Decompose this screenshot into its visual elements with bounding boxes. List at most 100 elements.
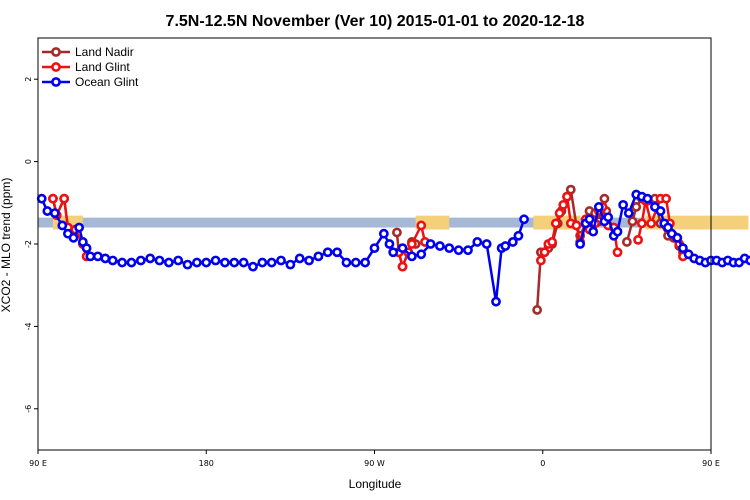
data-point-land-nadir	[392, 227, 402, 238]
series-ocean-glint	[36, 189, 750, 307]
data-point-land-glint	[539, 247, 550, 258]
data-point-ocean-glint	[588, 226, 599, 237]
data-point-ocean-glint	[507, 237, 518, 247]
data-point-ocean-glint	[107, 255, 118, 266]
data-point-ocean-glint	[575, 239, 586, 249]
data-point-land-nadir	[532, 305, 543, 315]
legend-label: Ocean Glint	[75, 75, 139, 89]
data-point-ocean-glint	[276, 255, 286, 266]
data-point-ocean-glint	[593, 202, 604, 212]
legend-label: Land Nadir	[75, 45, 134, 59]
data-point-ocean-glint	[85, 251, 96, 262]
data-point-ocean-glint	[603, 212, 614, 223]
data-point-ocean-glint	[425, 239, 436, 249]
data-point-ocean-glint	[618, 199, 629, 210]
data-point-ocean-glint	[49, 208, 60, 218]
data-point-ocean-glint	[248, 261, 258, 272]
y-tick-label: 2	[24, 77, 33, 82]
y-axis-label: XCO2 - MLO trend (ppm)	[0, 178, 13, 313]
data-point-ocean-glint	[229, 257, 240, 268]
data-point-land-glint	[547, 237, 557, 247]
data-point-ocean-glint	[74, 222, 85, 233]
data-point-ocean-glint	[397, 243, 408, 254]
data-point-land-glint	[406, 239, 417, 249]
data-point-ocean-glint	[612, 226, 623, 237]
data-point-land-nadir	[621, 237, 632, 247]
data-point-ocean-glint	[416, 249, 427, 260]
data-point-ocean-glint	[322, 247, 333, 258]
data-point-ocean-glint	[491, 296, 501, 307]
data-point-ocean-glint	[238, 257, 249, 268]
data-point-ocean-glint	[332, 247, 343, 258]
data-point-ocean-glint	[201, 257, 212, 268]
y-tick-label: -4	[24, 322, 33, 330]
data-point-land-glint	[612, 247, 623, 258]
data-point-ocean-glint	[100, 253, 111, 264]
data-point-land-nadir	[565, 184, 576, 195]
data-point-ocean-glint	[182, 259, 193, 270]
data-point-ocean-glint	[36, 193, 47, 204]
data-point-ocean-glint	[678, 243, 688, 254]
data-point-land-glint	[562, 191, 572, 202]
data-point-land-nadir	[627, 216, 638, 227]
data-point-land-glint	[571, 220, 582, 231]
data-point-ocean-glint	[126, 257, 137, 268]
data-point-ocean-glint	[584, 214, 595, 225]
legend-label: Land Glint	[75, 60, 130, 74]
data-point-ocean-glint	[369, 243, 380, 254]
legend-marker	[51, 47, 61, 57]
x-tick-label: 0	[540, 459, 545, 468]
data-point-ocean-glint	[435, 241, 445, 251]
data-point-ocean-glint	[285, 259, 296, 270]
data-point-ocean-glint	[623, 208, 634, 218]
x-tick-label: 90 E	[29, 459, 47, 468]
data-point-ocean-glint	[145, 253, 156, 264]
data-point-ocean-glint	[513, 230, 524, 241]
data-point-ocean-glint	[135, 255, 146, 266]
data-point-ocean-glint	[350, 257, 361, 268]
data-point-ocean-glint	[266, 257, 277, 268]
x-tick-label: 90 W	[364, 459, 385, 468]
data-point-land-glint	[636, 218, 647, 229]
data-point-ocean-glint	[519, 214, 529, 225]
legend-item-ocean-glint: Ocean Glint	[42, 75, 139, 89]
data-point-ocean-glint	[341, 257, 352, 268]
data-point-ocean-glint	[92, 251, 103, 262]
data-point-ocean-glint	[42, 206, 53, 216]
series-land-nadir	[48, 184, 688, 315]
data-point-land-glint	[646, 218, 657, 229]
x-tick-label: 90 E	[702, 459, 720, 468]
data-point-ocean-glint	[388, 247, 399, 258]
data-point-land-glint	[397, 261, 408, 272]
data-point-ocean-glint	[472, 237, 483, 247]
data-point-ocean-glint	[378, 228, 389, 239]
data-point-land-glint	[59, 193, 70, 204]
data-point-ocean-glint	[210, 255, 221, 266]
legend-marker	[51, 77, 61, 87]
data-point-ocean-glint	[313, 251, 324, 262]
data-point-ocean-glint	[672, 232, 683, 243]
data-point-land-glint	[661, 193, 672, 204]
data-point-ocean-glint	[360, 257, 371, 268]
data-point-land-glint	[550, 218, 561, 229]
axes: 90 E 180 90 W 0 90 E 2 0 -2 -4 -6	[24, 37, 720, 468]
data-point-ocean-glint	[642, 193, 653, 204]
data-point-ocean-glint	[257, 257, 268, 268]
data-point-ocean-glint	[500, 241, 511, 251]
legend-item-land-glint: Land Glint	[42, 60, 130, 74]
data-point-ocean-glint	[453, 245, 464, 256]
data-point-land-nadir	[599, 193, 610, 204]
y-tick-label: -2	[24, 240, 33, 248]
data-point-ocean-glint	[163, 257, 174, 268]
legend-marker	[51, 62, 61, 72]
data-point-land-glint	[554, 208, 565, 218]
y-tick-label: 0	[24, 159, 33, 164]
data-point-ocean-glint	[481, 239, 492, 249]
chart-title: 7.5N-12.5N November (Ver 10) 2015-01-01 …	[166, 13, 585, 30]
data-point-land-nadir	[631, 202, 642, 212]
data-point-land-glint	[416, 220, 427, 231]
data-point-ocean-glint	[384, 239, 395, 249]
data-point-ocean-glint	[117, 257, 128, 268]
ocean-band	[38, 217, 711, 228]
